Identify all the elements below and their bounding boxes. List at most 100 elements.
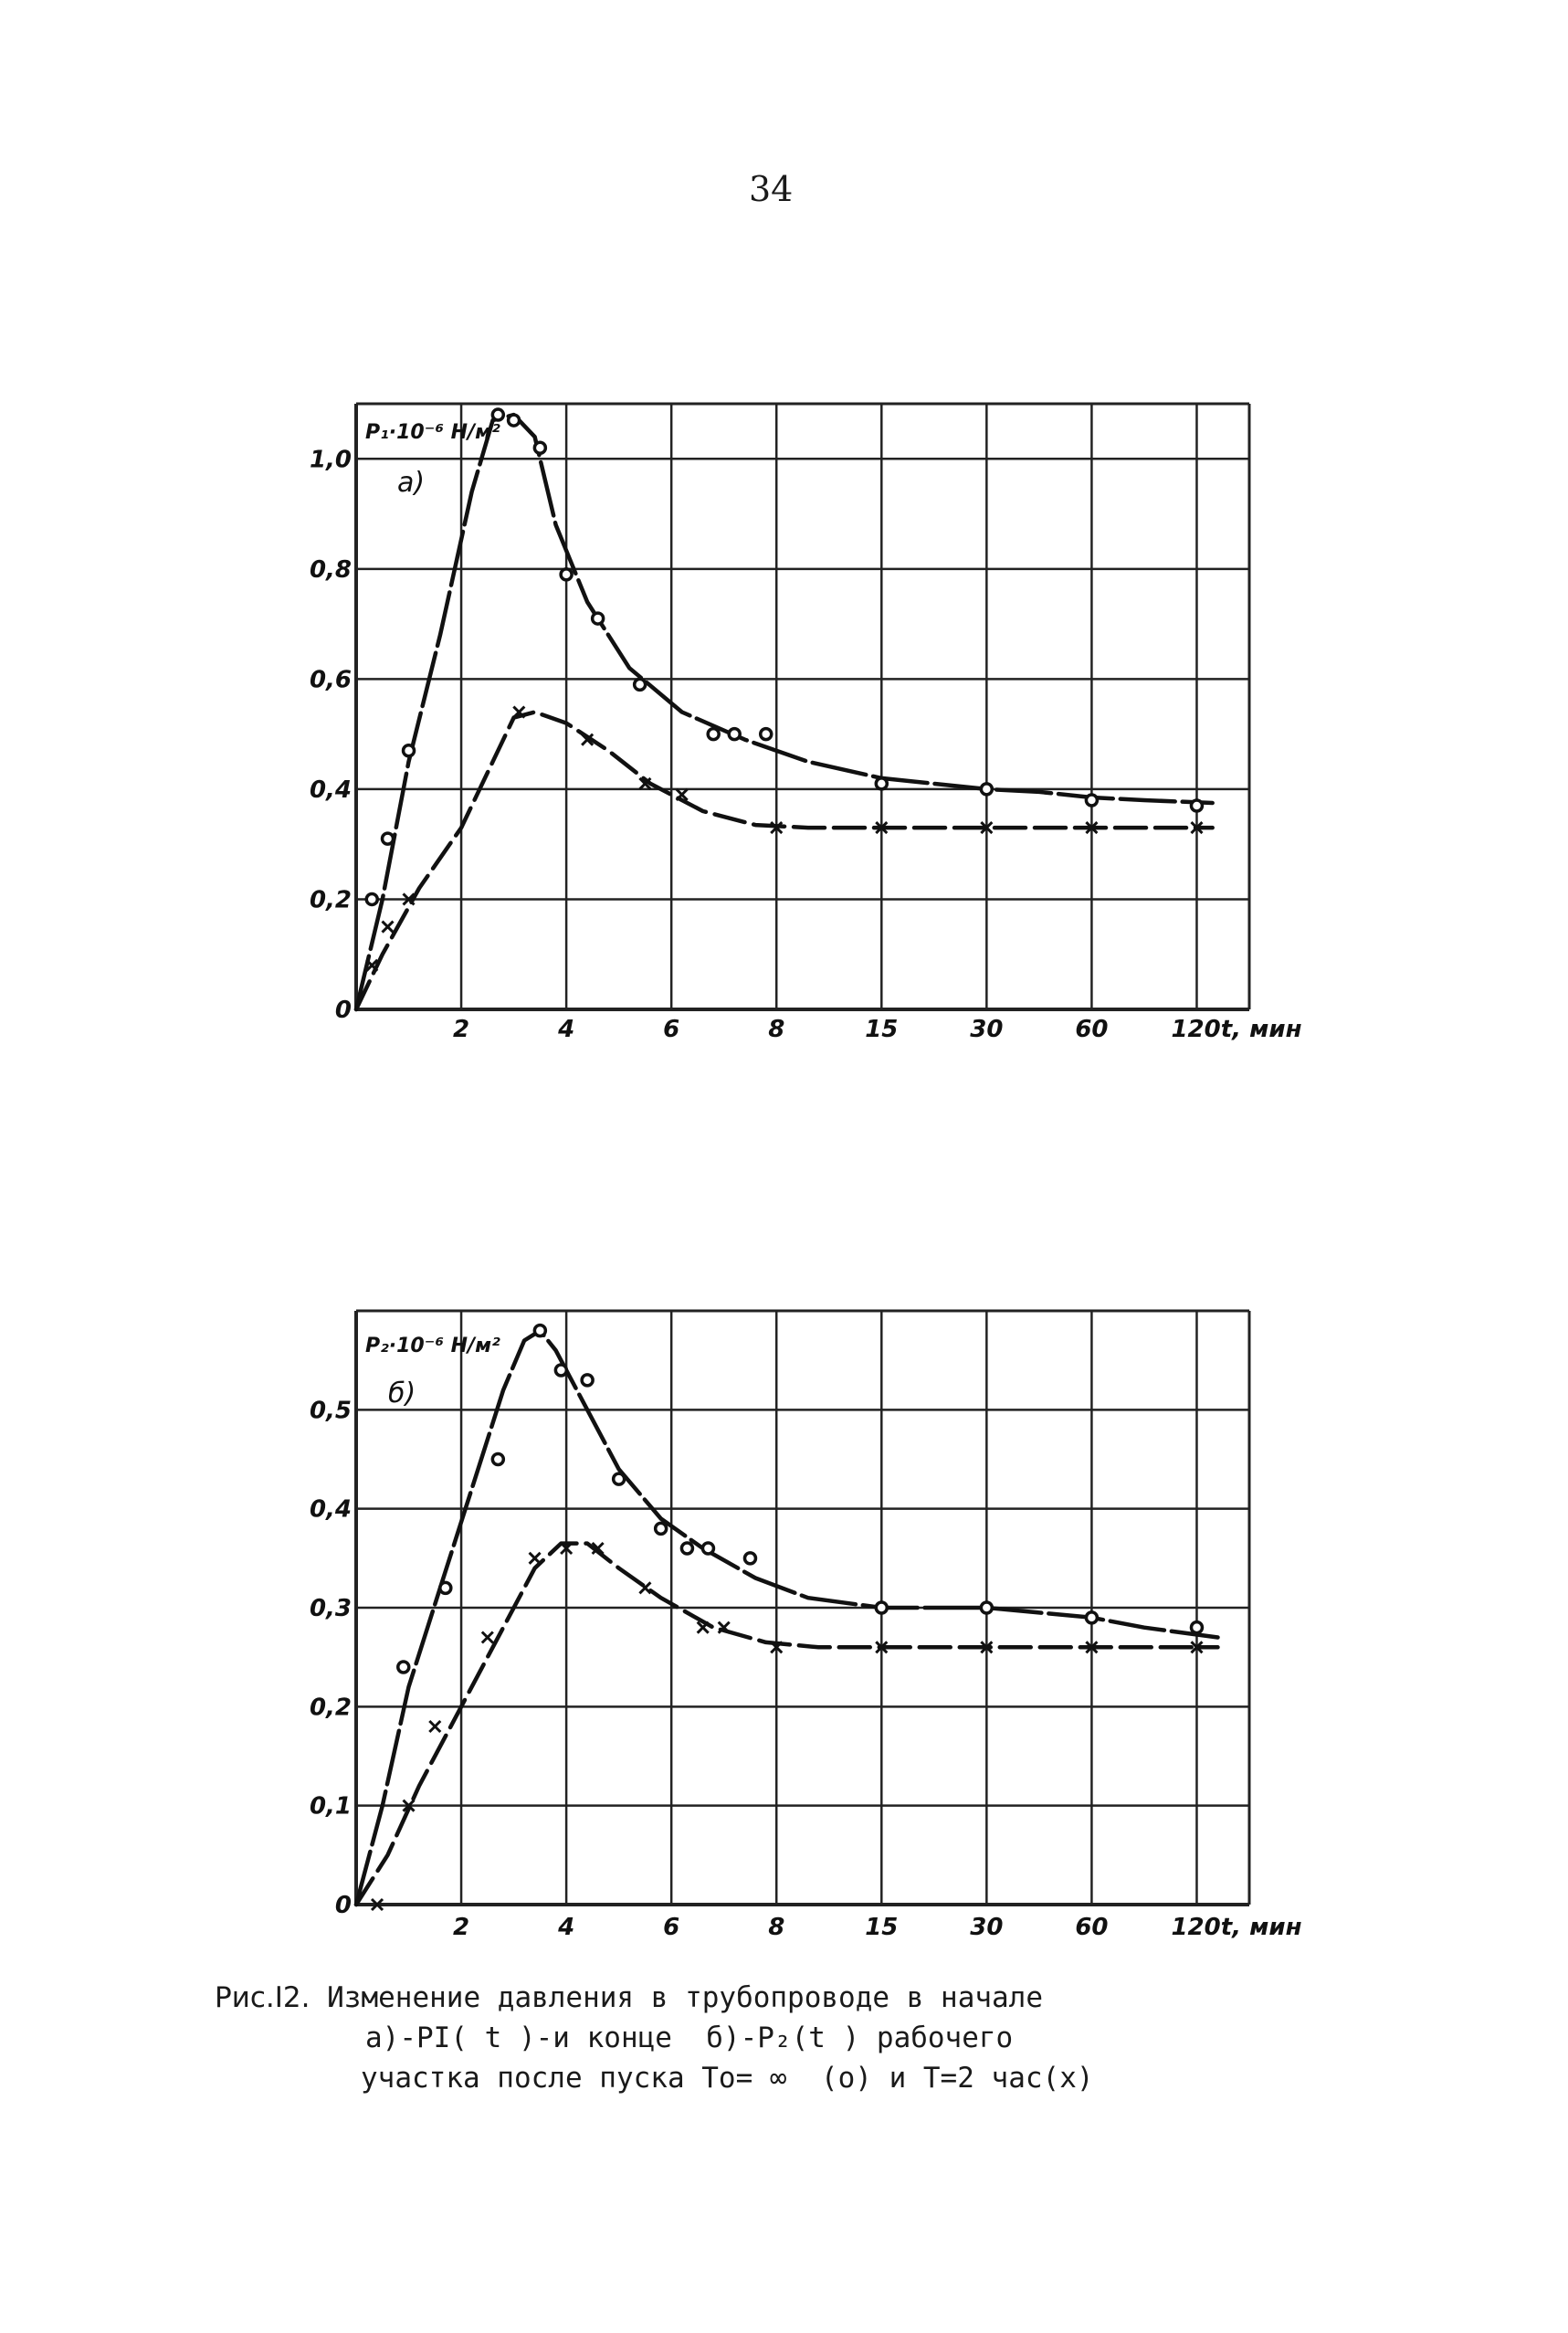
data-point-cross (638, 1581, 652, 1595)
data-point-cross (875, 1641, 889, 1654)
data-point-circle (1084, 793, 1100, 808)
caption-line-1: Изменение давления в трубопроводе в нача… (327, 1981, 1044, 2014)
series-line (353, 1328, 1220, 1907)
data-point-cross (402, 1799, 416, 1812)
data-point-circle (506, 413, 521, 428)
y-tick-label: 0,4 (310, 1496, 352, 1524)
x-tick-label: 4 (557, 1914, 574, 1941)
data-point-circle (1189, 1620, 1205, 1635)
x-tick-label: 8 (768, 1016, 784, 1043)
y-axis-label: P₂·10⁻⁶ Н/м² (365, 1335, 500, 1357)
series-line (353, 710, 1215, 1012)
x-tick-label: 120t, мин (1171, 1914, 1301, 1941)
y-tick-label: 0,2 (310, 886, 352, 913)
data-point-circle (653, 1521, 668, 1536)
x-tick-label: 60 (1075, 1914, 1108, 1941)
x-tick-label: 4 (557, 1016, 574, 1043)
x-tick-label: 2 (453, 1914, 469, 1941)
panel-label: б) (388, 1378, 416, 1409)
data-point-cross (696, 1620, 710, 1634)
data-point-cross (370, 1897, 384, 1912)
y-tick-label: 0 (335, 1892, 352, 1919)
data-point-cross (581, 733, 595, 746)
y-tick-label: 0,4 (310, 776, 352, 804)
data-point-circle (727, 726, 742, 742)
data-point-cross (1085, 821, 1099, 835)
data-point-circle (706, 726, 721, 742)
figure-caption: Рис.I2. Изменение давления в трубопровод… (215, 1978, 1402, 2098)
y-tick-label: 1,0 (310, 446, 352, 473)
series-circles (353, 1323, 1220, 1907)
data-point-circle (380, 831, 395, 846)
data-point-circle (742, 1551, 758, 1566)
grid (354, 1309, 1251, 1906)
data-point-cross (1085, 1641, 1099, 1654)
data-point-circle (874, 1600, 889, 1615)
data-point-circle (490, 407, 506, 422)
y-tick-label: 0,8 (310, 556, 352, 584)
data-point-circle (553, 1363, 569, 1378)
data-point-cross (875, 821, 889, 835)
x-tick-label: 15 (865, 1016, 898, 1043)
x-tick-label: 2 (453, 1016, 469, 1043)
x-tick-label: 6 (663, 1914, 679, 1941)
data-point-cross (480, 1631, 494, 1644)
data-point-cross (528, 1551, 542, 1565)
series-crosses (353, 705, 1215, 1012)
data-point-cross (770, 821, 784, 835)
data-point-cross (591, 1541, 605, 1556)
data-point-cross (1190, 821, 1204, 835)
data-point-circle (438, 1580, 453, 1596)
x-tick-label: 8 (768, 1914, 784, 1941)
data-point-circle (611, 1472, 626, 1486)
data-point-circle (580, 1373, 595, 1388)
series-crosses (353, 1541, 1220, 1912)
x-tick-label: 6 (663, 1016, 679, 1043)
data-point-cross (512, 705, 526, 719)
data-point-cross (980, 821, 994, 835)
data-point-cross (402, 892, 416, 906)
data-point-cross (980, 1641, 994, 1654)
data-point-circle (700, 1541, 716, 1556)
data-point-cross (638, 776, 652, 790)
y-tick-label: 0,5 (310, 1397, 352, 1424)
data-point-cross (560, 1541, 574, 1556)
y-tick-label: 0,1 (310, 1793, 352, 1821)
caption-line-2: а)-PI( t )-и конце б)-P₂(t ) рабочего (365, 2022, 1014, 2054)
page-number: 34 (749, 169, 794, 209)
data-point-cross (770, 1641, 784, 1654)
data-point-circle (364, 892, 380, 907)
data-point-circle (632, 677, 647, 692)
caption-line-3: участка после пуска То= ∞ (о) и Т=2 час(… (361, 2062, 1094, 2095)
data-point-circle (874, 776, 889, 791)
data-point-circle (401, 743, 416, 758)
data-point-circle (532, 1323, 548, 1338)
chart-b-pressure-end: 0 0,1 0,2 0,3 0,4 0,5 2 4 6 8 15 30 60 120t, мин P₂·10… (310, 1309, 1302, 1941)
y-tick-label: 0,2 (310, 1694, 352, 1721)
data-point-circle (979, 1600, 994, 1615)
series-circles (353, 407, 1215, 1012)
caption-label: Рис.I2. (215, 1981, 310, 2014)
x-tick-label: 30 (970, 1016, 1003, 1043)
data-point-circle (590, 611, 605, 626)
panel-label: а) (397, 467, 425, 499)
x-tick-label: 120t, мин (1171, 1016, 1301, 1043)
data-point-circle (979, 782, 994, 797)
y-tick-label: 0,6 (310, 666, 352, 693)
y-tick-label: 0 (335, 997, 352, 1024)
data-point-circle (679, 1541, 695, 1556)
data-point-circle (559, 567, 574, 582)
data-point-cross (381, 920, 395, 934)
grid (354, 402, 1251, 1011)
data-point-circle (396, 1660, 411, 1674)
series-line (353, 1541, 1220, 1907)
data-point-cross (1190, 1641, 1204, 1654)
y-tick-label: 0,3 (310, 1595, 352, 1622)
data-point-circle (1189, 798, 1205, 813)
data-point-circle (532, 440, 548, 455)
data-point-cross (365, 958, 379, 972)
data-point-circle (1084, 1610, 1100, 1625)
data-point-circle (758, 726, 773, 742)
data-point-cross (717, 1620, 731, 1634)
data-point-cross (428, 1719, 442, 1734)
